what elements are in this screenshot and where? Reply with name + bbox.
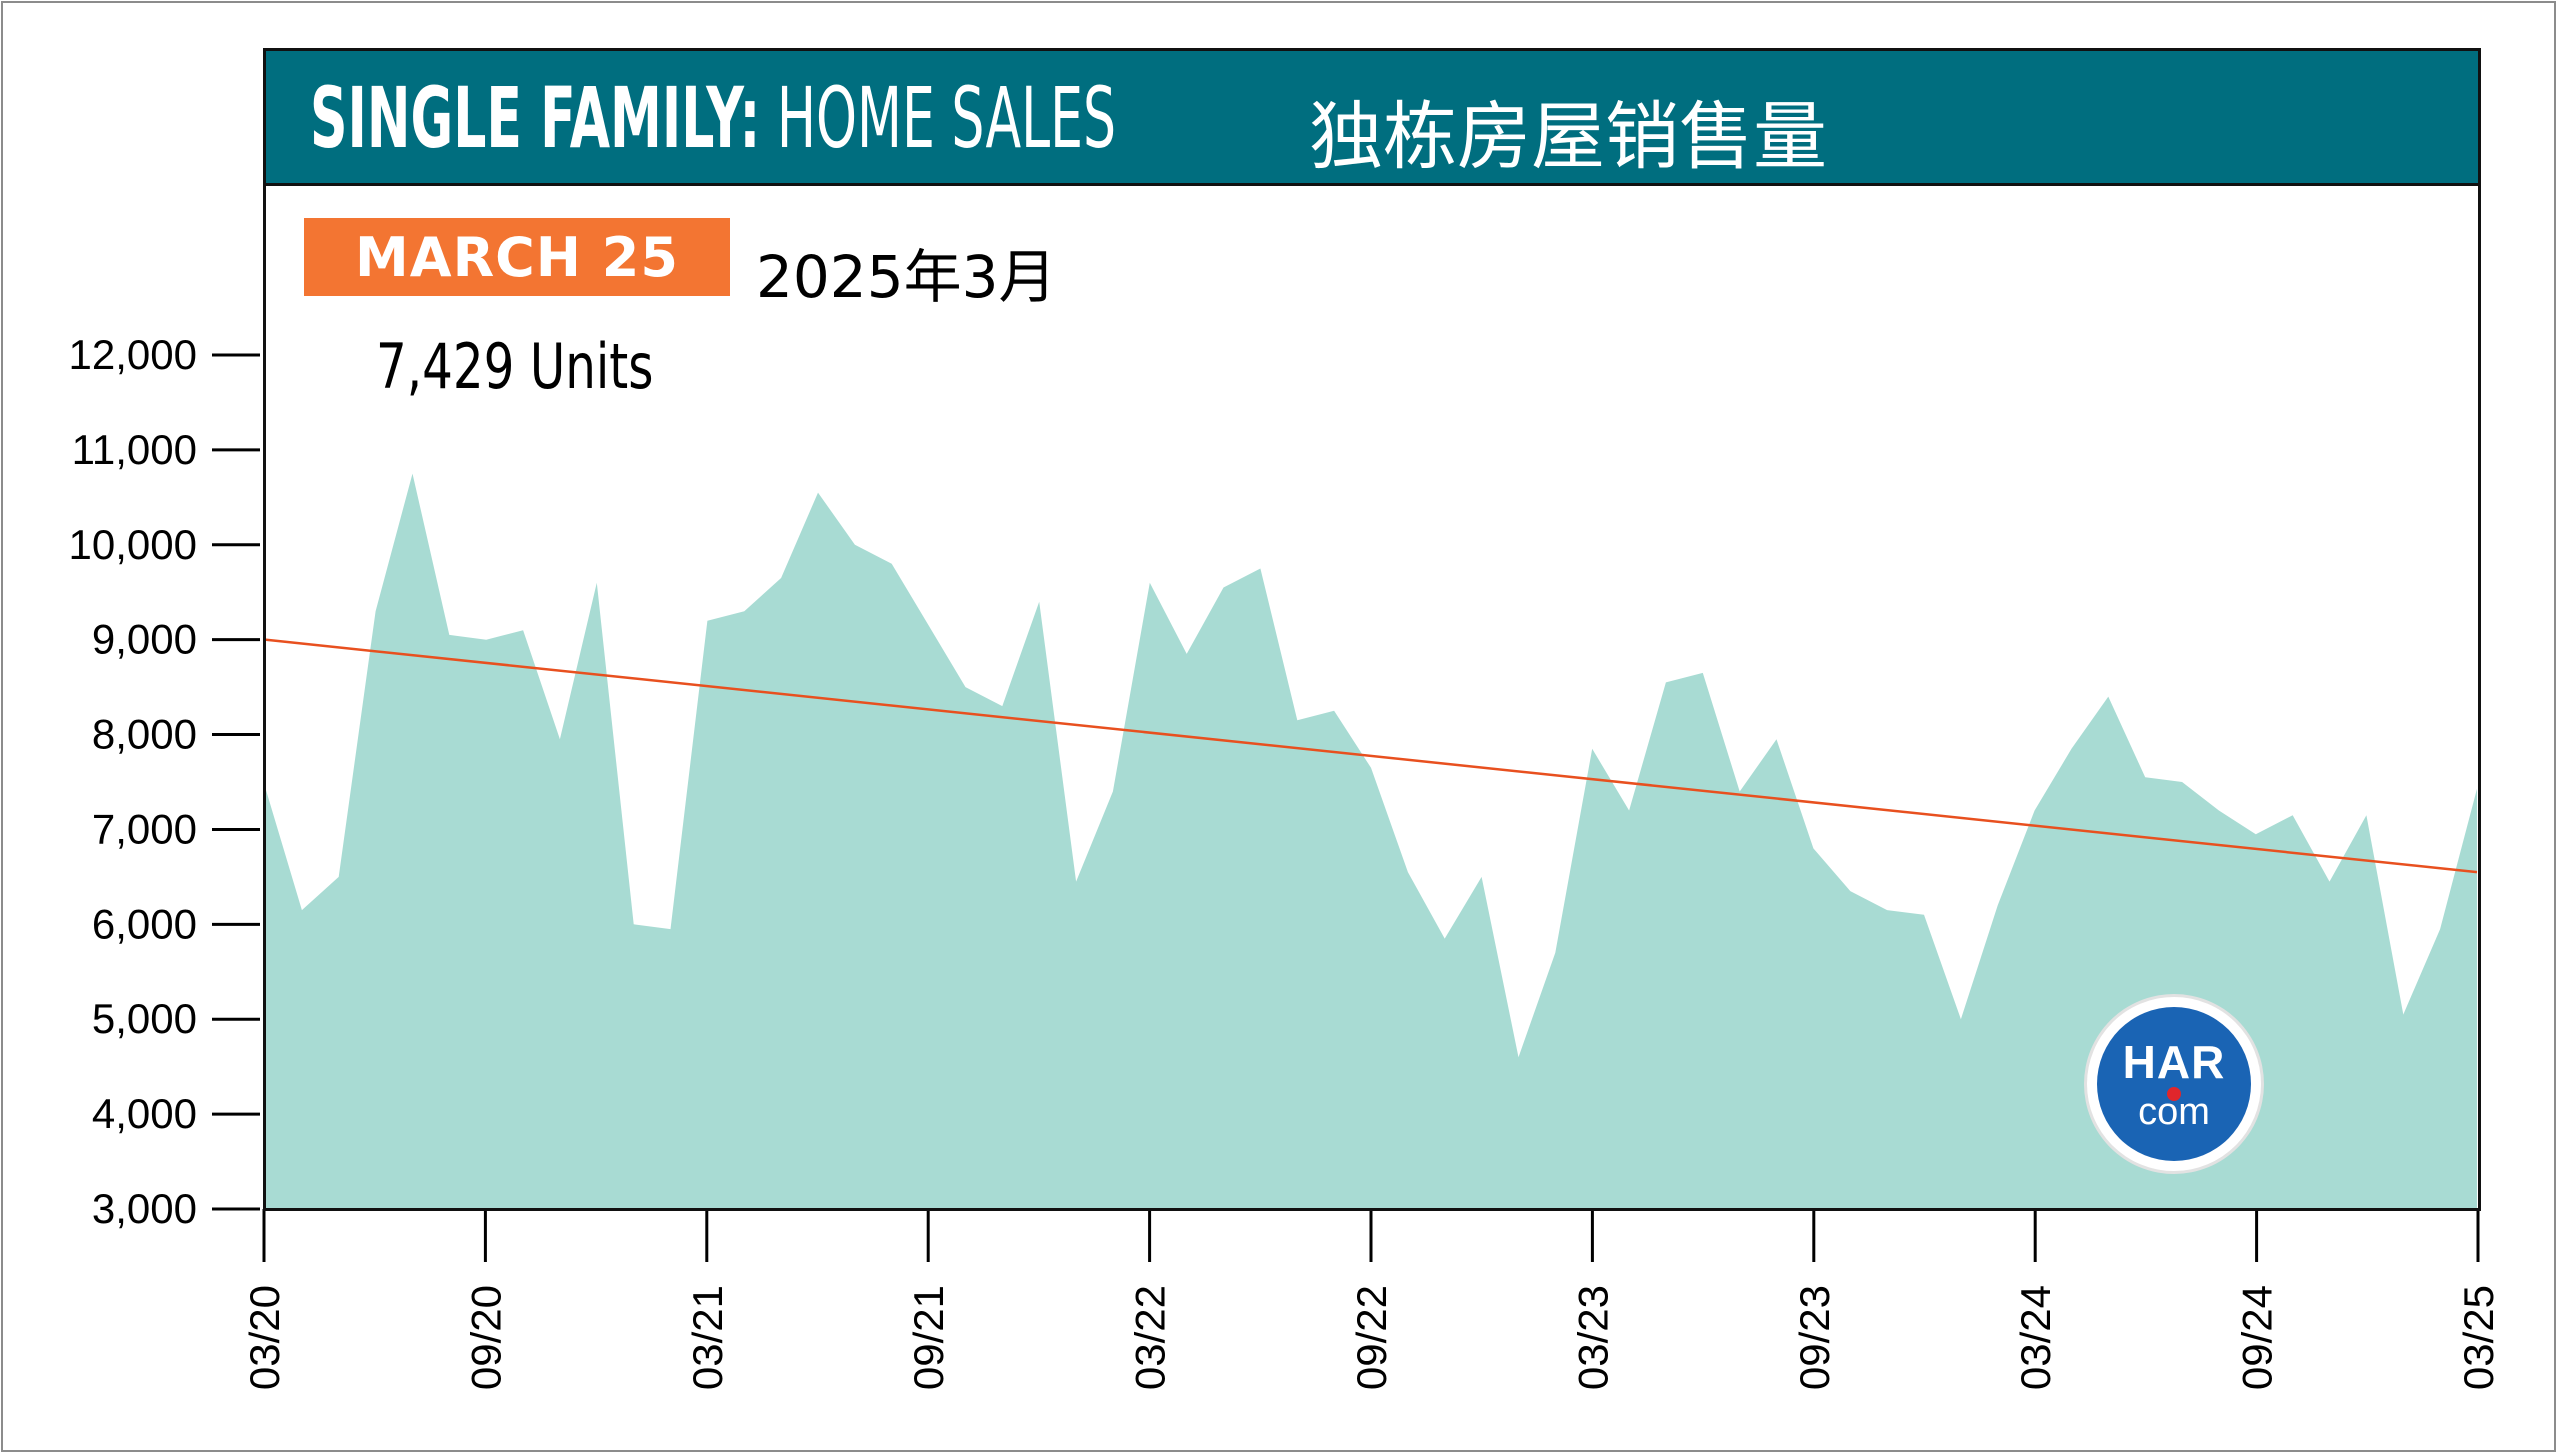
x-tick-label: 09/20: [462, 1285, 509, 1390]
y-tick-label: 10,000: [69, 521, 197, 568]
y-tick-label: 5,000: [92, 995, 197, 1042]
x-tick-label: 03/25: [2455, 1285, 2502, 1390]
month-label-chinese: 2025年3月: [756, 243, 1057, 311]
y-tick-label: 6,000: [92, 900, 197, 947]
x-tick-label: 09/23: [1791, 1285, 1838, 1390]
chart-title-chinese: 独栋房屋销售量: [1309, 94, 1827, 180]
y-axis: 3,000 4,000 5,000 6,000 7,000 8,000 9,000 10,00…: [69, 331, 260, 1232]
x-tick-label: 03/21: [684, 1285, 731, 1390]
chart-header: SINGLE FAMILY: HOME SALES 独栋房屋销售量: [263, 48, 2481, 186]
y-tick-label: 11,000: [72, 426, 197, 473]
y-tick-label: 8,000: [92, 711, 197, 758]
trend-layer: [264, 638, 2478, 874]
chart-title-light: HOME SALES: [760, 69, 1117, 167]
chart-title-bold: SINGLE FAMILY:: [310, 69, 761, 167]
current-units-label: 7,429 Units: [376, 330, 654, 403]
trend-line: [264, 638, 2478, 874]
area-layer: [265, 473, 2477, 1210]
x-tick-label: 09/22: [1348, 1285, 1395, 1390]
har-logo-text: HAR: [2122, 1036, 2226, 1088]
x-tick-label: 03/22: [1127, 1285, 1174, 1390]
chart-title: SINGLE FAMILY: HOME SALES: [310, 69, 1116, 167]
series-area: [265, 473, 2477, 1210]
x-tick-label: 09/21: [905, 1285, 952, 1390]
x-axis: 03/20 09/20 03/21 09/21 03/22 09/22 03/23 09/23…: [241, 1209, 2502, 1390]
x-tick-label: 03/20: [241, 1285, 288, 1390]
x-tick-label: 03/23: [1569, 1285, 1616, 1390]
y-tick-label: 9,000: [92, 616, 197, 663]
y-tick-label: 12,000: [69, 331, 197, 378]
y-tick-label: 3,000: [92, 1185, 197, 1232]
x-tick-label: 09/24: [2234, 1285, 2281, 1390]
y-tick-label: 4,000: [92, 1090, 197, 1137]
har-logo-dot-icon: [2167, 1087, 2181, 1101]
har-logo-circle: HAR com: [2097, 1007, 2251, 1161]
plot-area-border: [263, 183, 2481, 1211]
month-badge: MARCH 25: [304, 218, 730, 296]
har-logo-com-text: com: [2138, 1091, 2210, 1133]
x-tick-label: 03/24: [2012, 1285, 2059, 1390]
har-logo: HAR com: [2087, 997, 2261, 1171]
y-tick-label: 7,000: [92, 805, 197, 852]
